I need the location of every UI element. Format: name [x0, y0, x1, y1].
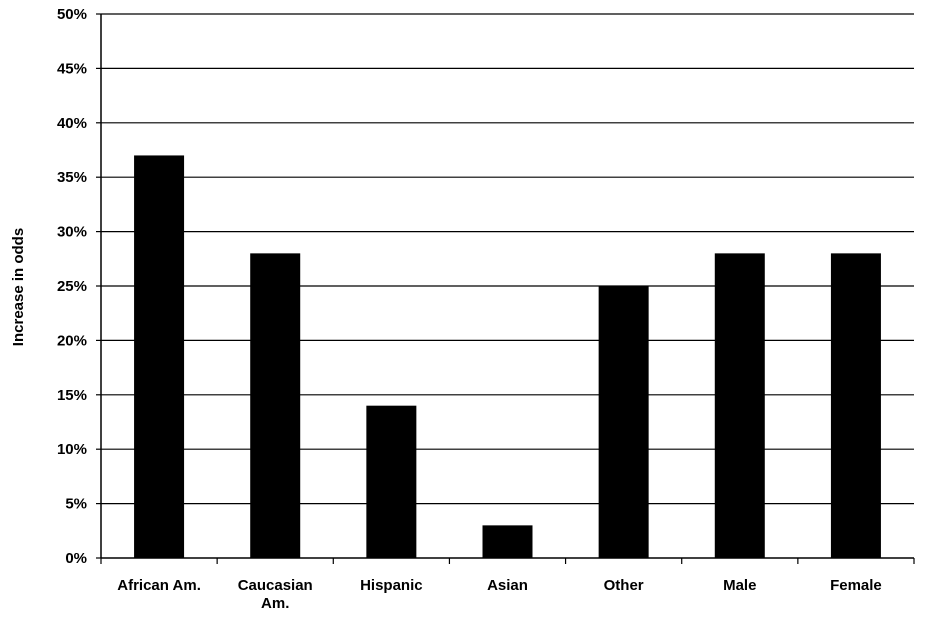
y-tick-label: 5%	[65, 496, 87, 513]
x-tick-label: Female	[830, 577, 882, 594]
bar	[250, 253, 301, 559]
x-tick-labels: African Am. Caucasian Am. Hispanic Asian Othe…	[117, 577, 882, 612]
x-tick-label: Caucasian Am.	[238, 577, 313, 612]
bar	[134, 155, 185, 558]
y-tick-label: 25%	[57, 278, 87, 295]
axes	[96, 13, 915, 564]
bar	[714, 253, 765, 559]
bar	[482, 525, 533, 558]
y-tick-label: 20%	[57, 332, 87, 349]
bar	[366, 405, 417, 558]
y-tick-label: 15%	[57, 387, 87, 404]
x-tick-label: Other	[604, 577, 644, 594]
bar	[598, 286, 649, 558]
y-tick-label: 40%	[57, 115, 87, 132]
y-tick-label: 50%	[57, 6, 87, 23]
x-tick-label: Hispanic	[360, 577, 423, 594]
x-tick-label: Asian	[487, 577, 528, 594]
x-tick-label: African Am.	[117, 577, 201, 594]
y-axis-label: Increase in odds	[10, 228, 27, 346]
y-tick-labels: 0% 5% 10% 15% 20% 25% 30% 35% 40% 45% 50%	[57, 6, 87, 567]
bar	[830, 253, 881, 559]
y-tick-label: 45%	[57, 60, 87, 77]
bars	[134, 155, 881, 559]
y-tick-label: 30%	[57, 224, 87, 241]
y-tick-label: 0%	[65, 550, 87, 567]
gridlines	[101, 13, 914, 505]
x-tick-label: Male	[723, 577, 756, 594]
y-tick-label: 35%	[57, 169, 87, 186]
y-tick-label: 10%	[57, 441, 87, 458]
